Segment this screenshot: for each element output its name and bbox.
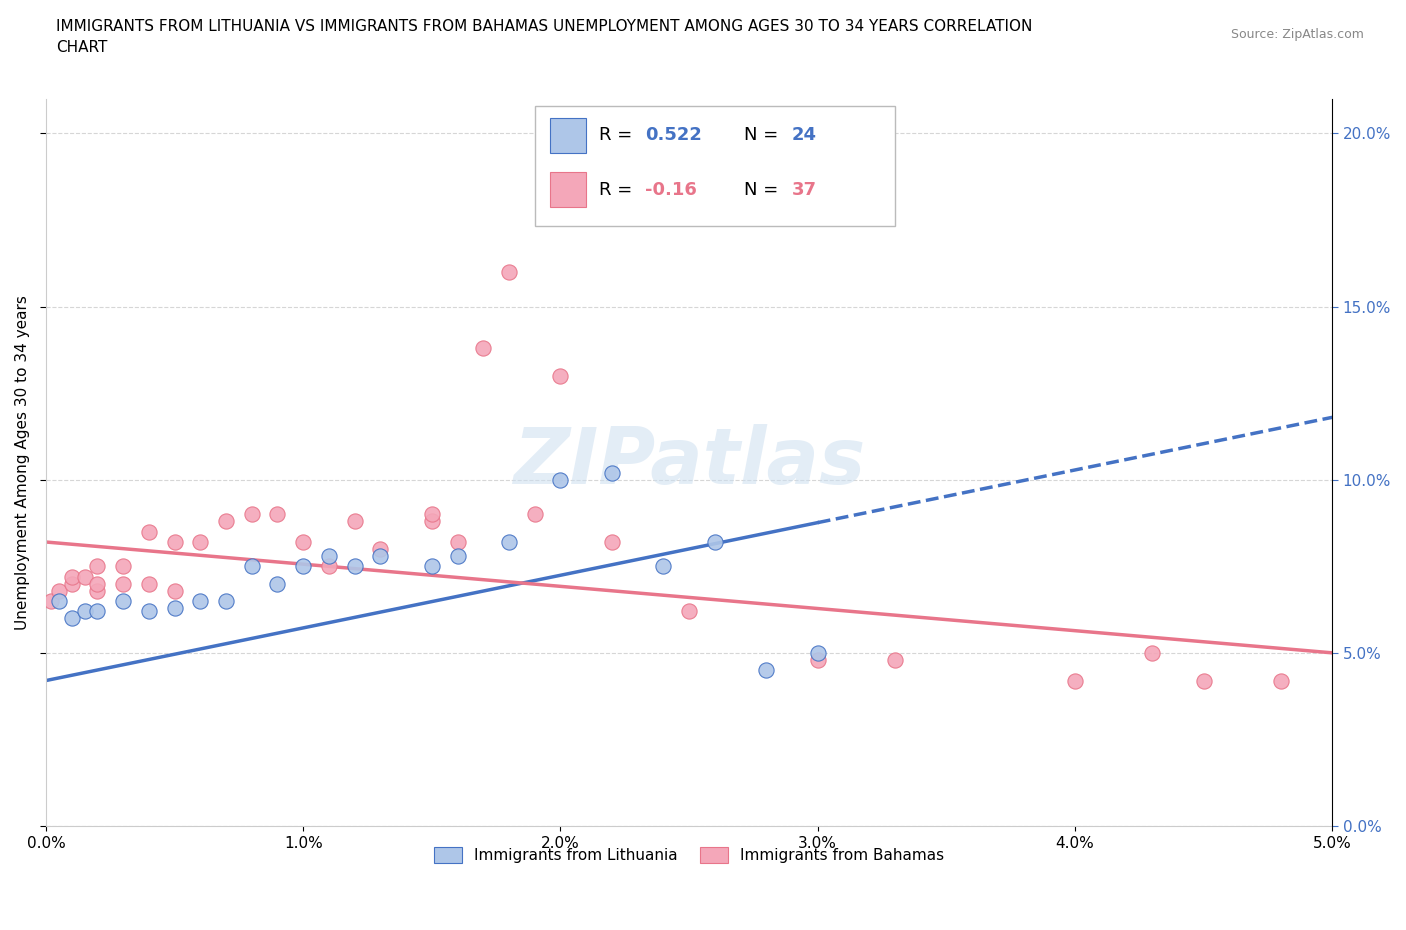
Text: R =: R = [599,180,638,199]
Text: 24: 24 [792,126,817,144]
Text: Source: ZipAtlas.com: Source: ZipAtlas.com [1230,28,1364,41]
FancyBboxPatch shape [534,106,894,226]
Point [86,583,108,598]
Point [86,576,108,591]
Point [188,535,211,550]
Point [86,559,108,574]
Point [48,593,70,608]
Point [652,559,675,574]
Point [60,576,83,591]
Point [498,264,520,279]
FancyBboxPatch shape [550,117,586,153]
Legend: Immigrants from Lithuania, Immigrants from Bahamas: Immigrants from Lithuania, Immigrants fr… [427,841,950,870]
Point [318,559,340,574]
Point [240,507,263,522]
Point [163,535,186,550]
Point [883,652,905,667]
Point [1064,673,1087,688]
Point [472,340,495,355]
Point [446,549,468,564]
Point [112,559,135,574]
Point [215,593,238,608]
Point [163,583,186,598]
Point [73,604,96,618]
Point [550,472,572,487]
Point [523,507,546,522]
Point [446,535,468,550]
Text: IMMIGRANTS FROM LITHUANIA VS IMMIGRANTS FROM BAHAMAS UNEMPLOYMENT AMONG AGES 30 : IMMIGRANTS FROM LITHUANIA VS IMMIGRANTS … [56,19,1032,55]
Point [1270,673,1292,688]
Text: 0.522: 0.522 [645,126,702,144]
Point [163,601,186,616]
Text: 37: 37 [792,180,817,199]
Point [498,535,520,550]
Point [318,549,340,564]
Point [1140,645,1163,660]
Point [86,604,108,618]
Text: N =: N = [744,126,785,144]
Point [266,576,288,591]
Point [420,559,443,574]
Point [678,604,700,618]
Point [138,576,160,591]
Point [60,611,83,626]
Point [60,569,83,584]
Text: -0.16: -0.16 [645,180,697,199]
Point [292,535,315,550]
Point [420,513,443,528]
Point [240,559,263,574]
Point [600,535,623,550]
Point [292,559,315,574]
Point [370,549,392,564]
Point [703,535,725,550]
Y-axis label: Unemployment Among Ages 30 to 34 years: Unemployment Among Ages 30 to 34 years [15,295,30,630]
FancyBboxPatch shape [550,172,586,207]
Point [112,593,135,608]
Point [48,583,70,598]
Point [343,513,366,528]
Point [420,507,443,522]
Point [807,645,830,660]
Point [138,604,160,618]
Point [1192,673,1215,688]
Point [807,652,830,667]
Point [138,525,160,539]
Point [550,368,572,383]
Point [266,507,288,522]
Point [600,465,623,480]
Point [370,541,392,556]
Text: R =: R = [599,126,638,144]
Point [39,593,62,608]
Point [112,576,135,591]
Point [215,513,238,528]
Text: N =: N = [744,180,785,199]
Point [755,663,778,678]
Text: ZIPatlas: ZIPatlas [513,424,865,500]
Point [343,559,366,574]
Point [188,593,211,608]
Point [73,569,96,584]
